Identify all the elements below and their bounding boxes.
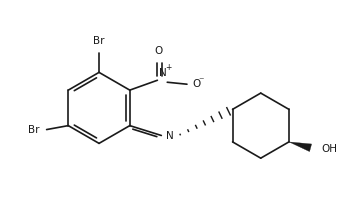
Text: Br: Br [93,36,105,46]
Text: N: N [166,131,174,141]
Text: O: O [192,79,200,89]
Polygon shape [289,142,312,152]
Text: Br: Br [28,125,40,135]
Text: N: N [159,68,167,78]
Text: OH: OH [321,144,337,154]
Text: O: O [154,46,162,56]
Text: ⁻: ⁻ [199,76,204,86]
Text: +: + [165,63,172,72]
